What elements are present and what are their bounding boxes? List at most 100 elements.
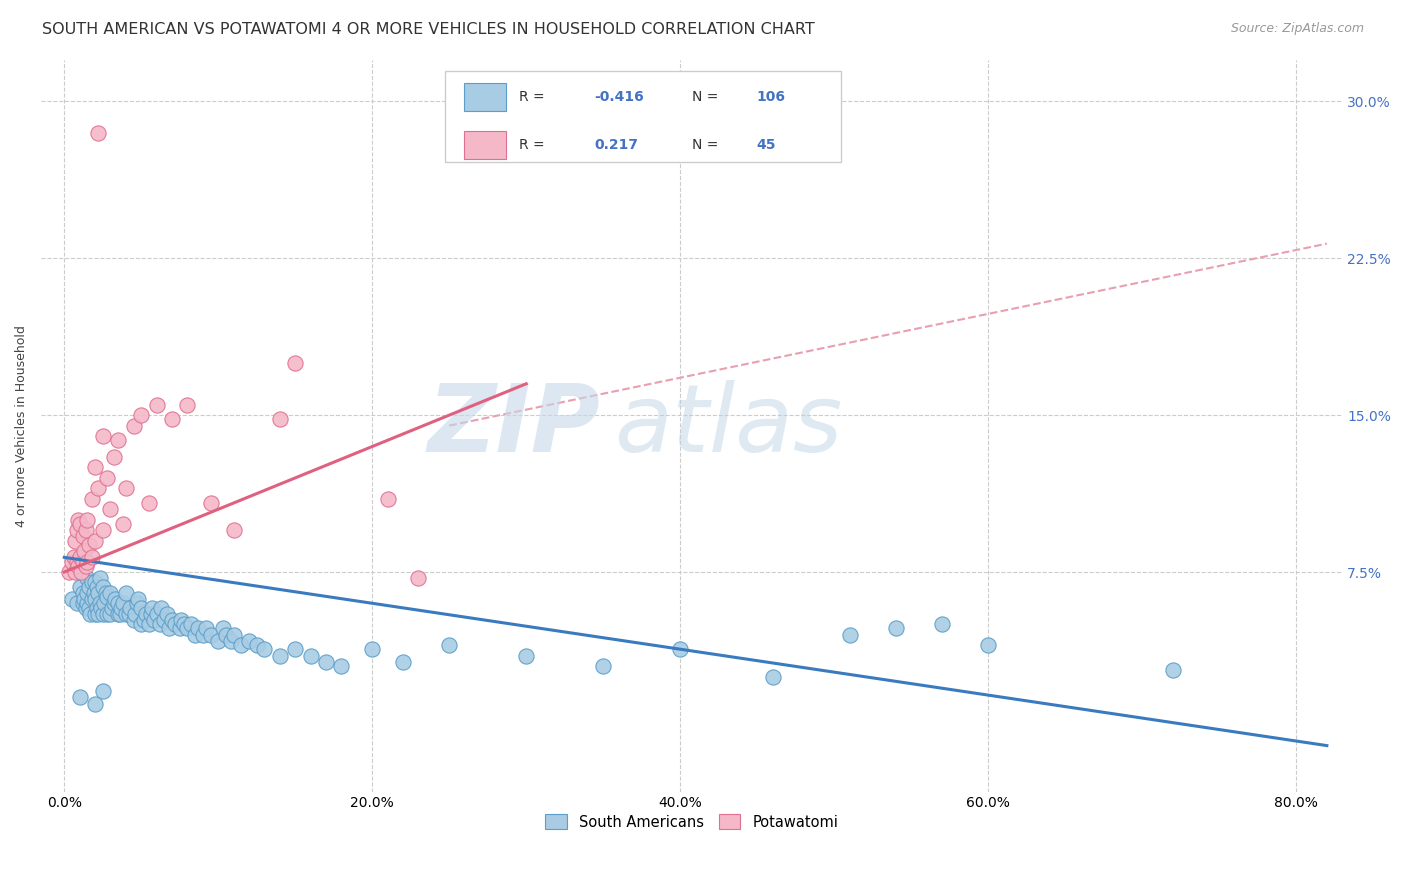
Point (75, 558, 97, 573)
Point (100, 607, 122, 621)
Point (96, 590, 118, 604)
Point (169, 622, 191, 636)
Point (76, 586, 98, 600)
Point (90, 600, 112, 615)
Point (135, 607, 157, 621)
Point (392, 655, 415, 669)
Point (115, 607, 138, 621)
Point (65, 596, 87, 610)
Point (67, 558, 90, 573)
Point (284, 642, 307, 657)
Point (65, 555, 87, 569)
Point (91, 429, 114, 443)
Point (219, 634, 242, 648)
Point (70, 565, 93, 579)
Point (439, 638, 461, 652)
Point (103, 450, 125, 464)
Point (160, 613, 183, 627)
Point (91, 523, 114, 537)
Point (931, 617, 953, 632)
Point (86, 600, 108, 615)
Point (72, 529, 94, 543)
Point (299, 648, 322, 663)
Point (96, 471, 118, 485)
Point (63, 565, 86, 579)
Point (100, 502, 122, 516)
Point (79, 607, 101, 621)
Point (156, 607, 179, 621)
Point (84, 533, 107, 548)
Point (184, 628, 207, 642)
Point (73, 544, 96, 558)
Point (165, 617, 187, 632)
Point (212, 622, 235, 636)
Point (120, 600, 142, 615)
Point (87, 586, 110, 600)
Point (80, 491, 103, 506)
Point (76, 555, 98, 569)
Point (104, 592, 127, 607)
Point (75, 523, 97, 537)
Point (103, 596, 125, 610)
Point (207, 634, 229, 648)
Point (60, 592, 83, 607)
Point (180, 617, 202, 632)
Point (761, 670, 783, 684)
Point (84, 460, 107, 475)
Point (173, 617, 195, 632)
Point (83, 586, 105, 600)
Point (122, 418, 145, 433)
Point (191, 628, 214, 642)
Point (107, 596, 129, 610)
Point (60, 555, 83, 569)
Point (84, 575, 107, 590)
Text: R =: R = (519, 90, 544, 104)
Point (75, 600, 97, 615)
Point (361, 642, 384, 657)
Point (91, 580, 114, 594)
Point (89, 596, 111, 610)
Bar (464, 131, 506, 159)
Point (69, 565, 91, 579)
Point (145, 607, 167, 621)
Point (87, 126, 110, 140)
Point (76, 513, 98, 527)
Text: 0.217: 0.217 (595, 138, 638, 153)
Point (80, 592, 103, 607)
Text: 45: 45 (756, 138, 776, 153)
Text: Source: ZipAtlas.com: Source: ZipAtlas.com (1230, 22, 1364, 36)
Point (69, 690, 91, 705)
Point (87, 607, 110, 621)
Point (67, 513, 90, 527)
Point (62, 550, 84, 565)
Point (194, 622, 217, 636)
Point (838, 628, 860, 642)
Point (84, 697, 107, 711)
Point (96, 607, 118, 621)
Point (107, 434, 129, 448)
Point (246, 638, 269, 652)
Point (127, 592, 149, 607)
Point (58, 565, 80, 579)
Point (139, 607, 162, 621)
Point (160, 412, 183, 426)
Point (72, 586, 94, 600)
Point (111, 596, 134, 610)
Point (89, 571, 111, 585)
Point (69, 550, 91, 565)
Point (94, 586, 117, 600)
Point (108, 607, 131, 621)
Point (80, 550, 103, 565)
Point (125, 596, 148, 610)
Point (124, 607, 146, 621)
Point (107, 607, 129, 621)
Point (129, 600, 152, 615)
Y-axis label: 4 or more Vehicles in Household: 4 or more Vehicles in Household (15, 325, 28, 526)
Point (145, 398, 167, 412)
Point (176, 398, 198, 412)
Point (142, 613, 165, 627)
Point (253, 642, 276, 657)
Point (110, 600, 132, 615)
Point (63, 533, 86, 548)
Point (157, 622, 180, 636)
